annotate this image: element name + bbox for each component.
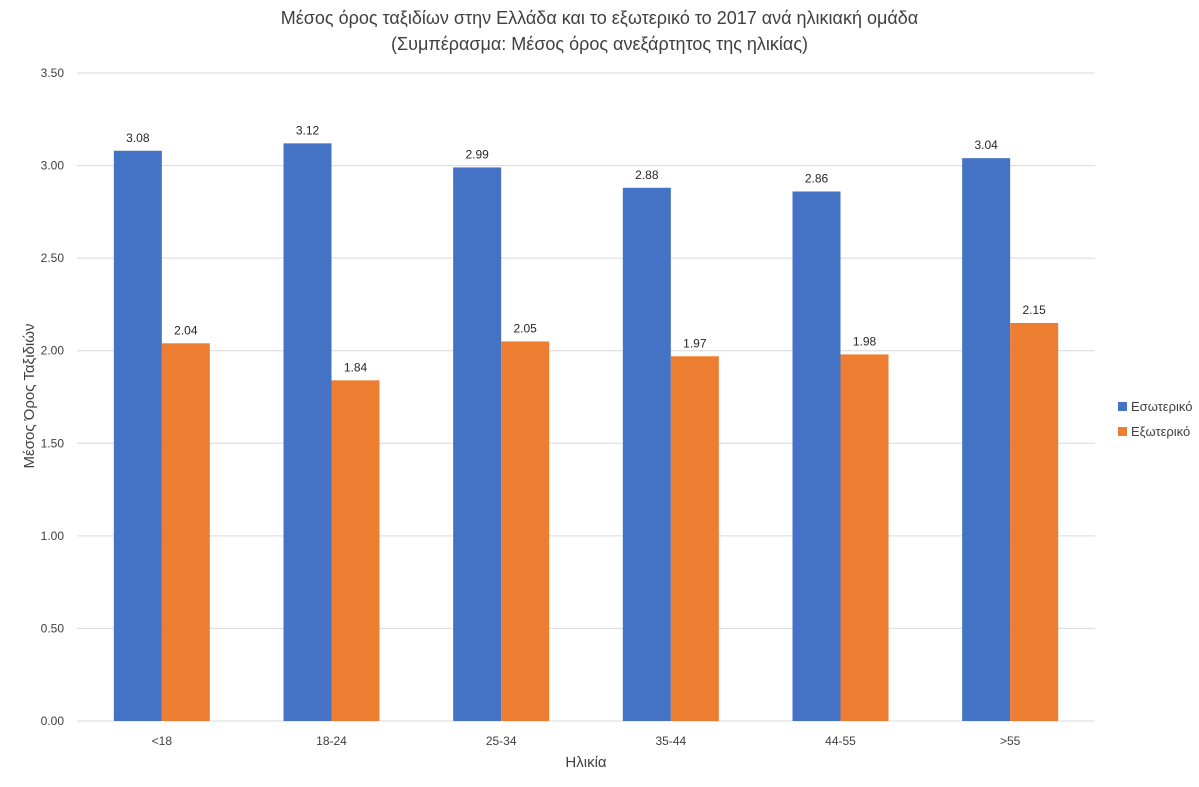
bar [113,150,162,721]
bar [283,143,332,722]
legend-swatch [1118,402,1127,411]
y-tick-labels: 0.00 0.50 1.00 1.50 2.00 2.50 3.00 3.50 [41,66,65,728]
bar [1010,322,1059,721]
bar [840,354,889,721]
x-tick-label: <18 [152,734,173,748]
data-label: 3.08 [126,131,150,145]
chart-title: Μέσος όρος ταξιδίων στην Ελλάδα και το ε… [280,8,919,28]
data-label: 3.04 [974,138,998,152]
gridlines [77,72,1095,722]
legend-label: Εσωτερικό [1131,399,1192,414]
x-tick-label: 35-44 [655,734,686,748]
data-label: 2.15 [1022,303,1046,317]
chart-subtitle: (Συμπέρασμα: Μέσος όρος ανεξάρτητος της … [390,34,808,54]
data-label: 1.97 [683,336,707,350]
y-tick-label: 0.50 [41,621,65,635]
data-label: 1.84 [344,360,368,374]
x-tick-label: 25-34 [486,734,517,748]
bar [962,158,1011,721]
y-tick-label: 1.50 [41,436,65,450]
x-axis-title: Ηλικία [565,754,606,771]
y-tick-label: 0.00 [41,714,65,728]
x-tick-label: >55 [1000,734,1021,748]
data-label: 2.88 [635,168,659,182]
data-label: 2.86 [805,171,829,185]
data-labels: 3.08 2.04 3.12 1.84 2.99 2.05 2.88 1.97 2.86 1.98… [126,123,1046,374]
data-label: 2.04 [174,323,198,337]
legend-label: Εξωτερικό [1131,424,1190,439]
y-tick-label: 1.00 [41,529,65,543]
bar [161,343,210,721]
bar [453,167,502,721]
bar [670,356,719,721]
legend-swatch [1118,427,1127,436]
x-tick-label: 18-24 [316,734,347,748]
y-tick-label: 3.50 [41,66,65,80]
data-label: 3.12 [296,123,320,137]
bar [501,341,550,721]
legend: Εσωτερικό Εξωτερικό [1118,399,1192,439]
bars [113,143,1059,722]
x-tick-labels: <18 18-24 25-34 35-44 44-55 >55 [152,734,1021,748]
data-label: 2.99 [465,147,489,161]
y-axis-title: Μέσος Όρος Ταξιδιών [21,324,38,469]
x-tick-label: 44-55 [825,734,856,748]
data-label: 2.05 [513,321,537,335]
bar [792,191,841,721]
bar [622,187,671,721]
bar [331,380,380,721]
y-tick-label: 2.00 [41,344,65,358]
y-tick-label: 2.50 [41,251,65,265]
y-tick-label: 3.00 [41,159,65,173]
data-label: 1.98 [853,334,877,348]
